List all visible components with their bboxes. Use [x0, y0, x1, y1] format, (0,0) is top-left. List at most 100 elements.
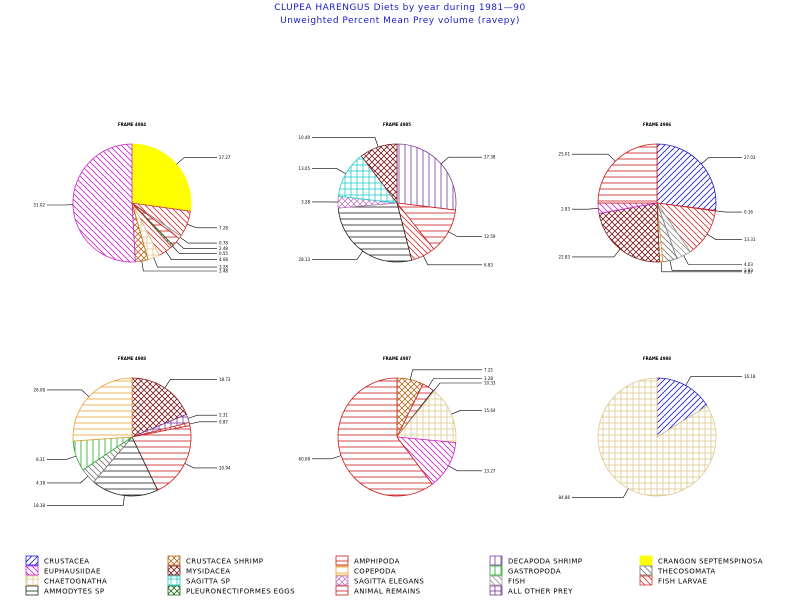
legend-item-crustacea: CRUSTACEA	[25, 555, 89, 566]
pie-slice-crangon	[131, 143, 192, 212]
slice-value-label: 7.28	[219, 225, 228, 230]
slice-value-label: 51.02	[34, 202, 46, 207]
slice-value-label: 10.33	[484, 381, 496, 386]
slice-value-label: 28.13	[299, 257, 311, 262]
legend-label: CRUSTACEA SHRIMP	[186, 558, 263, 566]
slice-value-label: 16.18	[744, 374, 756, 379]
slice-value-label: 3.93	[744, 268, 753, 273]
legend-item-euphausiidae: EUPHAUSIIDAE	[25, 565, 100, 576]
leader-line	[572, 153, 616, 162]
legend-label: MYSIDACEA	[186, 568, 230, 576]
legend-item-fish_larvae: FISH LARVAE	[639, 575, 707, 586]
leader-line	[706, 233, 742, 240]
legend-label: SAGITTA SP	[186, 578, 230, 586]
legend-swatch	[639, 575, 653, 586]
slice-value-label: 12.59	[484, 234, 496, 239]
legend-item-decapoda_shrimp: DECAPODA SHRIMP	[489, 555, 582, 566]
pie-slice-mysidacea	[598, 202, 660, 263]
legend-label: FISH	[508, 578, 525, 586]
leader-line	[572, 488, 629, 498]
slice-value-label: 13.27	[484, 468, 496, 473]
slice-value-label: 7.25	[484, 367, 493, 372]
slice-value-label: 18.73	[219, 377, 231, 382]
slice-value-label: 25.01	[559, 152, 571, 157]
leader-line	[172, 245, 217, 254]
pie-slice-amphipoda	[597, 143, 658, 204]
slice-value-label: 26.08	[34, 387, 46, 392]
legend-swatch	[25, 575, 39, 586]
leader-line	[47, 475, 89, 484]
leader-line	[440, 156, 482, 165]
leader-line	[660, 261, 742, 273]
slice-value-label: 0.16	[744, 210, 753, 215]
leader-line	[572, 208, 599, 210]
leader-line	[184, 463, 217, 469]
legend-swatch	[25, 585, 39, 596]
legend-item-ammodytes: AMMODYTES SP	[25, 585, 104, 596]
leader-line	[448, 465, 482, 472]
legend-swatch	[335, 585, 349, 596]
legend-item-copepoda: COPEPODA	[335, 565, 396, 576]
legend-swatch	[489, 585, 503, 596]
pie-title: FRAME 4985	[383, 122, 411, 127]
legend-label: FISH LARVAE	[658, 578, 707, 586]
legend-item-gastropoda: GASTROPODA	[489, 565, 561, 576]
leader-line	[153, 257, 217, 268]
pie-title: FRAME 4984	[118, 122, 146, 127]
legend-item-all_other: ALL OTHER PREY	[489, 585, 573, 596]
slice-value-label: 60.08	[299, 456, 311, 461]
legend-swatch	[25, 555, 39, 566]
chart-subtitle: Unweighted Percent Mean Prey volume (rav…	[280, 16, 520, 26]
legend-swatch	[335, 575, 349, 586]
slice-value-label: 3.28	[219, 265, 228, 270]
slice-value-label: 8.31	[36, 457, 45, 462]
legend-swatch	[639, 565, 653, 576]
leader-line	[141, 261, 217, 272]
pie-slice-amphipoda	[131, 425, 192, 491]
legend-label: AMPHIPODA	[354, 558, 400, 566]
leader-line	[669, 260, 742, 271]
slice-value-label: 18.38	[34, 503, 46, 508]
leader-line	[312, 250, 364, 260]
slice-value-label: 27.03	[744, 155, 756, 160]
legend-label: THECOSOMATA	[657, 568, 716, 576]
pie-slice-euphausiidae	[72, 143, 136, 263]
legend-label: GASTROPODA	[508, 568, 561, 576]
pie-chart-4: FRAME 4988 18.73 2.310.87 20.94 18.38 4.38 8.3…	[34, 356, 231, 508]
legend-item-thecosomata: THECOSOMATA	[639, 565, 716, 576]
legend-item-animal_remains: ANIMAL REMAINS	[335, 585, 420, 596]
leader-line	[410, 369, 482, 380]
leader-line	[448, 231, 482, 237]
leader-line	[428, 378, 482, 388]
legend-swatch	[489, 565, 503, 576]
slice-value-label: 20.94	[219, 465, 231, 470]
legend-label: CRUSTACEA	[44, 558, 89, 566]
legend-label: CHAETOGNATHA	[44, 578, 107, 586]
slice-value-label: 84.86	[559, 495, 571, 500]
slice-value-label: 4.38	[36, 480, 45, 485]
legend-label: PLEURONECTIFORMES EGGS	[186, 588, 295, 596]
leader-line	[47, 389, 90, 397]
legend-label: CRANGON SEPTEMSPINOSA	[658, 558, 763, 566]
pie-slice-crustacea	[656, 143, 717, 211]
pie-slice-animal_remains	[337, 377, 433, 497]
leader-line	[312, 168, 346, 174]
leader-line	[683, 255, 742, 265]
pie-chart-1: FRAME 4984 27.27 7.28 0.782.480.554.08 3.283…	[34, 122, 231, 274]
leader-line	[165, 251, 217, 260]
pie-title: FRAME 4987	[383, 356, 411, 361]
legend-label: DECAPODA SHRIMP	[508, 558, 582, 566]
slice-value-label: 6.83	[484, 262, 493, 267]
slice-value-label: 2.83	[561, 207, 570, 212]
slice-value-label: 0.87	[219, 419, 228, 424]
slice-value-label: 3.28	[301, 199, 310, 204]
legend-swatch	[167, 565, 181, 576]
legend-item-fish: FISH	[489, 575, 525, 586]
legend-item-crangon: CRANGON SEPTEMSPINOSA	[639, 555, 763, 566]
legend-swatch	[639, 555, 653, 566]
leader-line	[47, 495, 125, 506]
pie-slice-decapoda_shrimp	[396, 143, 457, 211]
legend-label: SAGITTA ELEGANS	[354, 578, 424, 586]
slice-value-label: 0.87	[744, 269, 753, 274]
